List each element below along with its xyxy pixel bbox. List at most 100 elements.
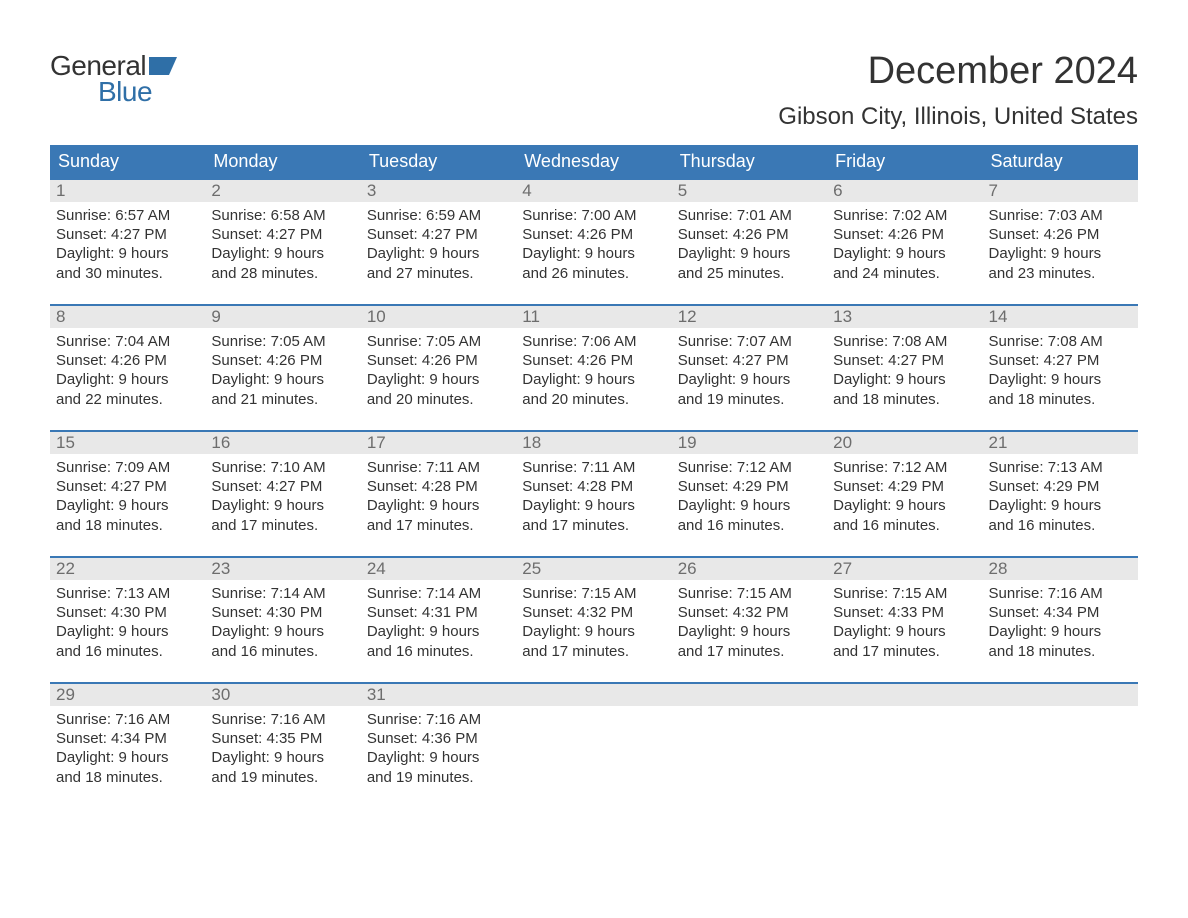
sunrise-text: Sunrise: 7:16 AM <box>211 710 354 729</box>
day-number: 31 <box>361 684 516 706</box>
weekday-header: Friday <box>827 145 982 178</box>
sunrise-text: Sunrise: 6:58 AM <box>211 206 354 225</box>
sunset-text: Sunset: 4:26 PM <box>833 225 976 244</box>
sunset-text: Sunset: 4:36 PM <box>367 729 510 748</box>
sunrise-text: Sunrise: 7:08 AM <box>833 332 976 351</box>
location: Gibson City, Illinois, United States <box>778 103 1138 131</box>
daylight-text: and 18 minutes. <box>833 390 976 409</box>
calendar-day: 1Sunrise: 6:57 AMSunset: 4:27 PMDaylight… <box>50 180 205 290</box>
weekday-header: Saturday <box>983 145 1138 178</box>
sunset-text: Sunset: 4:29 PM <box>989 477 1132 496</box>
daylight-text: and 16 minutes. <box>678 516 821 535</box>
day-details: Sunrise: 7:01 AMSunset: 4:26 PMDaylight:… <box>672 202 827 285</box>
sunset-text: Sunset: 4:27 PM <box>56 477 199 496</box>
calendar-day: 23Sunrise: 7:14 AMSunset: 4:30 PMDayligh… <box>205 558 360 668</box>
calendar-day: 24Sunrise: 7:14 AMSunset: 4:31 PMDayligh… <box>361 558 516 668</box>
day-number: 4 <box>516 180 671 202</box>
sunrise-text: Sunrise: 7:14 AM <box>211 584 354 603</box>
day-details: Sunrise: 6:58 AMSunset: 4:27 PMDaylight:… <box>205 202 360 285</box>
daylight-text: and 17 minutes. <box>211 516 354 535</box>
day-details: Sunrise: 7:08 AMSunset: 4:27 PMDaylight:… <box>983 328 1138 411</box>
day-details: Sunrise: 6:57 AMSunset: 4:27 PMDaylight:… <box>50 202 205 285</box>
calendar-day: 25Sunrise: 7:15 AMSunset: 4:32 PMDayligh… <box>516 558 671 668</box>
sunset-text: Sunset: 4:28 PM <box>522 477 665 496</box>
sunset-text: Sunset: 4:34 PM <box>989 603 1132 622</box>
weekday-header: Thursday <box>672 145 827 178</box>
sunrise-text: Sunrise: 7:02 AM <box>833 206 976 225</box>
header: General Blue December 2024 Gibson City, … <box>50 50 1138 131</box>
day-number: 9 <box>205 306 360 328</box>
sunset-text: Sunset: 4:30 PM <box>211 603 354 622</box>
sunrise-text: Sunrise: 7:12 AM <box>833 458 976 477</box>
day-number: 2 <box>205 180 360 202</box>
sunset-text: Sunset: 4:26 PM <box>522 351 665 370</box>
sunset-text: Sunset: 4:32 PM <box>678 603 821 622</box>
day-number-empty: . <box>516 684 671 706</box>
day-details: Sunrise: 7:06 AMSunset: 4:26 PMDaylight:… <box>516 328 671 411</box>
calendar-day: 5Sunrise: 7:01 AMSunset: 4:26 PMDaylight… <box>672 180 827 290</box>
daylight-text: Daylight: 9 hours <box>211 748 354 767</box>
calendar-day: 9Sunrise: 7:05 AMSunset: 4:26 PMDaylight… <box>205 306 360 416</box>
logo: General Blue <box>50 50 177 108</box>
day-details: Sunrise: 7:14 AMSunset: 4:31 PMDaylight:… <box>361 580 516 663</box>
day-details: Sunrise: 7:02 AMSunset: 4:26 PMDaylight:… <box>827 202 982 285</box>
calendar-week: 22Sunrise: 7:13 AMSunset: 4:30 PMDayligh… <box>50 556 1138 668</box>
sunrise-text: Sunrise: 7:09 AM <box>56 458 199 477</box>
daylight-text: and 23 minutes. <box>989 264 1132 283</box>
day-details: Sunrise: 7:14 AMSunset: 4:30 PMDaylight:… <box>205 580 360 663</box>
calendar-week: 29Sunrise: 7:16 AMSunset: 4:34 PMDayligh… <box>50 682 1138 794</box>
daylight-text: Daylight: 9 hours <box>678 622 821 641</box>
daylight-text: Daylight: 9 hours <box>367 748 510 767</box>
day-number: 14 <box>983 306 1138 328</box>
sunset-text: Sunset: 4:34 PM <box>56 729 199 748</box>
calendar-day: 31Sunrise: 7:16 AMSunset: 4:36 PMDayligh… <box>361 684 516 794</box>
sunset-text: Sunset: 4:27 PM <box>833 351 976 370</box>
day-number-empty: . <box>827 684 982 706</box>
daylight-text: and 16 minutes. <box>989 516 1132 535</box>
calendar-day: 26Sunrise: 7:15 AMSunset: 4:32 PMDayligh… <box>672 558 827 668</box>
calendar-day: 11Sunrise: 7:06 AMSunset: 4:26 PMDayligh… <box>516 306 671 416</box>
day-number: 30 <box>205 684 360 706</box>
daylight-text: Daylight: 9 hours <box>989 244 1132 263</box>
day-details: Sunrise: 7:12 AMSunset: 4:29 PMDaylight:… <box>672 454 827 537</box>
sunset-text: Sunset: 4:26 PM <box>367 351 510 370</box>
daylight-text: and 18 minutes. <box>56 768 199 787</box>
sunset-text: Sunset: 4:28 PM <box>367 477 510 496</box>
daylight-text: and 16 minutes. <box>211 642 354 661</box>
daylight-text: Daylight: 9 hours <box>211 244 354 263</box>
day-details: Sunrise: 7:15 AMSunset: 4:32 PMDaylight:… <box>516 580 671 663</box>
day-number: 6 <box>827 180 982 202</box>
calendar-day-empty: . <box>672 684 827 794</box>
daylight-text: and 19 minutes. <box>211 768 354 787</box>
calendar-day: 3Sunrise: 6:59 AMSunset: 4:27 PMDaylight… <box>361 180 516 290</box>
daylight-text: and 18 minutes. <box>989 390 1132 409</box>
daylight-text: Daylight: 9 hours <box>522 244 665 263</box>
sunrise-text: Sunrise: 7:05 AM <box>211 332 354 351</box>
day-number-empty: . <box>672 684 827 706</box>
calendar-day-empty: . <box>516 684 671 794</box>
daylight-text: and 17 minutes. <box>522 516 665 535</box>
daylight-text: Daylight: 9 hours <box>211 622 354 641</box>
calendar-day: 28Sunrise: 7:16 AMSunset: 4:34 PMDayligh… <box>983 558 1138 668</box>
day-details: Sunrise: 7:16 AMSunset: 4:34 PMDaylight:… <box>983 580 1138 663</box>
day-number: 18 <box>516 432 671 454</box>
daylight-text: Daylight: 9 hours <box>833 622 976 641</box>
daylight-text: Daylight: 9 hours <box>522 622 665 641</box>
day-number: 11 <box>516 306 671 328</box>
flag-icon <box>149 57 177 80</box>
day-number: 25 <box>516 558 671 580</box>
day-number: 16 <box>205 432 360 454</box>
daylight-text: and 25 minutes. <box>678 264 821 283</box>
sunrise-text: Sunrise: 7:05 AM <box>367 332 510 351</box>
day-number: 3 <box>361 180 516 202</box>
day-number: 26 <box>672 558 827 580</box>
day-number: 23 <box>205 558 360 580</box>
calendar-day: 13Sunrise: 7:08 AMSunset: 4:27 PMDayligh… <box>827 306 982 416</box>
calendar-day-empty: . <box>983 684 1138 794</box>
calendar: Sunday Monday Tuesday Wednesday Thursday… <box>50 145 1138 794</box>
day-details: Sunrise: 7:16 AMSunset: 4:36 PMDaylight:… <box>361 706 516 789</box>
daylight-text: Daylight: 9 hours <box>678 370 821 389</box>
day-number-empty: . <box>983 684 1138 706</box>
calendar-day: 17Sunrise: 7:11 AMSunset: 4:28 PMDayligh… <box>361 432 516 542</box>
day-number: 13 <box>827 306 982 328</box>
